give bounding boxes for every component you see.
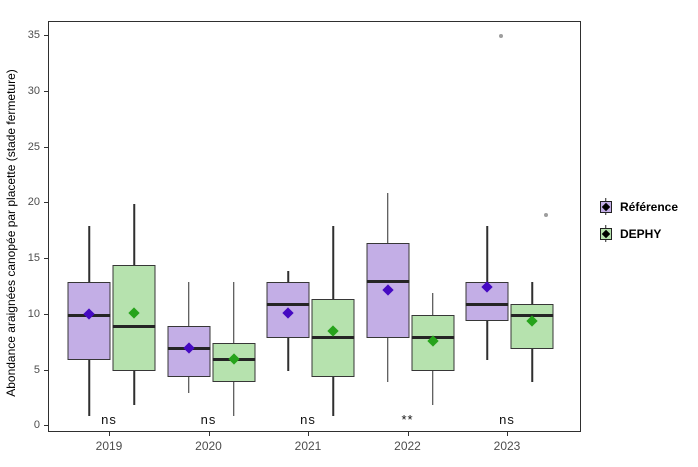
legend-item-dephy: DEPHY bbox=[597, 225, 678, 242]
legend-label: DEPHY bbox=[620, 226, 662, 241]
outlier-point bbox=[499, 34, 503, 39]
median-line bbox=[366, 280, 409, 284]
y-tick-mark bbox=[44, 146, 48, 148]
x-tick-label: 2023 bbox=[493, 439, 521, 453]
x-tick-mark bbox=[407, 432, 409, 436]
y-tick-label: 25 bbox=[27, 140, 40, 153]
legend-item-référence: Référence bbox=[597, 198, 678, 215]
median-line bbox=[311, 336, 355, 340]
y-tick-label: 5 bbox=[33, 363, 40, 376]
y-tick-label: 20 bbox=[27, 196, 40, 209]
y-tick-label: 30 bbox=[27, 84, 40, 97]
y-tick-mark bbox=[44, 313, 48, 315]
box-rect bbox=[67, 281, 111, 360]
median-line bbox=[112, 324, 156, 328]
significance-label: ** bbox=[401, 412, 414, 427]
x-tick-label: 2020 bbox=[195, 439, 222, 453]
y-tick-mark bbox=[44, 369, 48, 371]
x-tick-mark bbox=[109, 432, 110, 436]
y-tick-mark bbox=[44, 202, 48, 204]
y-axis-title-text: Abondance araignées canopée par placette… bbox=[4, 69, 18, 397]
median-line bbox=[266, 302, 310, 306]
x-tick-label: 2022 bbox=[394, 439, 421, 453]
significance-label: ns bbox=[300, 412, 316, 427]
significance-label: ns bbox=[101, 412, 117, 427]
x-tick-mark bbox=[308, 432, 309, 436]
y-tick-label: 0 bbox=[33, 419, 40, 432]
significance-label: ns bbox=[200, 412, 217, 427]
x-tick-label: 2021 bbox=[294, 439, 322, 453]
legend: Référence DEPHY bbox=[597, 198, 678, 252]
y-tick-mark bbox=[44, 90, 48, 92]
legend-key-boxplot-icon bbox=[597, 225, 614, 242]
legend-key-boxplot-icon bbox=[597, 198, 614, 215]
median-line bbox=[465, 302, 509, 306]
x-tick-mark bbox=[208, 432, 210, 436]
y-tick-label: 10 bbox=[27, 307, 40, 320]
y-tick-label: 35 bbox=[27, 28, 40, 41]
legend-label: Référence bbox=[620, 199, 679, 214]
plot-panel bbox=[48, 21, 581, 432]
y-tick-label: 15 bbox=[27, 252, 40, 265]
y-tick-mark bbox=[44, 425, 48, 427]
x-tick-mark bbox=[507, 432, 508, 436]
y-tick-mark bbox=[44, 34, 48, 36]
outlier-point bbox=[544, 212, 548, 217]
significance-label: ns bbox=[499, 412, 515, 427]
y-tick-mark bbox=[44, 258, 48, 260]
x-tick-label: 2019 bbox=[95, 439, 123, 453]
